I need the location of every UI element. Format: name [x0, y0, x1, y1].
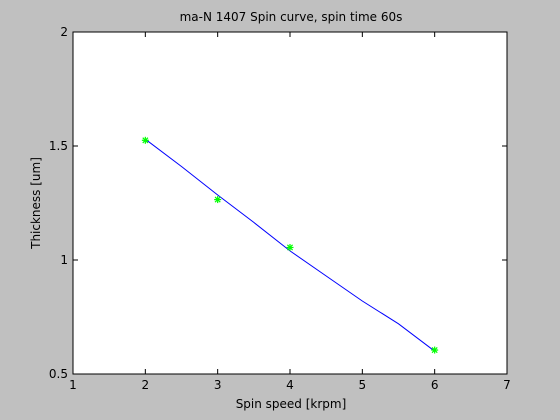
x-tick-label: 3	[214, 378, 222, 392]
y-tick-label: 1.5	[49, 139, 68, 153]
y-tick-label: 1	[60, 253, 68, 267]
plot-area	[73, 32, 507, 374]
x-axis-label: Spin speed [krpm]	[236, 397, 347, 411]
x-tick-label: 6	[431, 378, 439, 392]
y-tick-label: 0.5	[49, 367, 68, 381]
plot-frame	[72, 31, 508, 375]
chart-title: ma-N 1407 Spin curve, spin time 60s	[180, 10, 403, 24]
data-point-marker	[141, 136, 149, 144]
y-tick-label: 2	[60, 25, 68, 39]
x-tick-label: 1	[69, 378, 77, 392]
x-tick-label: 4	[286, 378, 294, 392]
data-point-marker	[286, 243, 294, 251]
x-tick-label: 2	[142, 378, 150, 392]
data-point-marker	[431, 346, 439, 354]
x-tick-label: 7	[503, 378, 511, 392]
data-point-marker	[214, 196, 222, 204]
x-tick-label: 5	[359, 378, 367, 392]
y-axis-label: Thickness [um]	[29, 157, 43, 250]
